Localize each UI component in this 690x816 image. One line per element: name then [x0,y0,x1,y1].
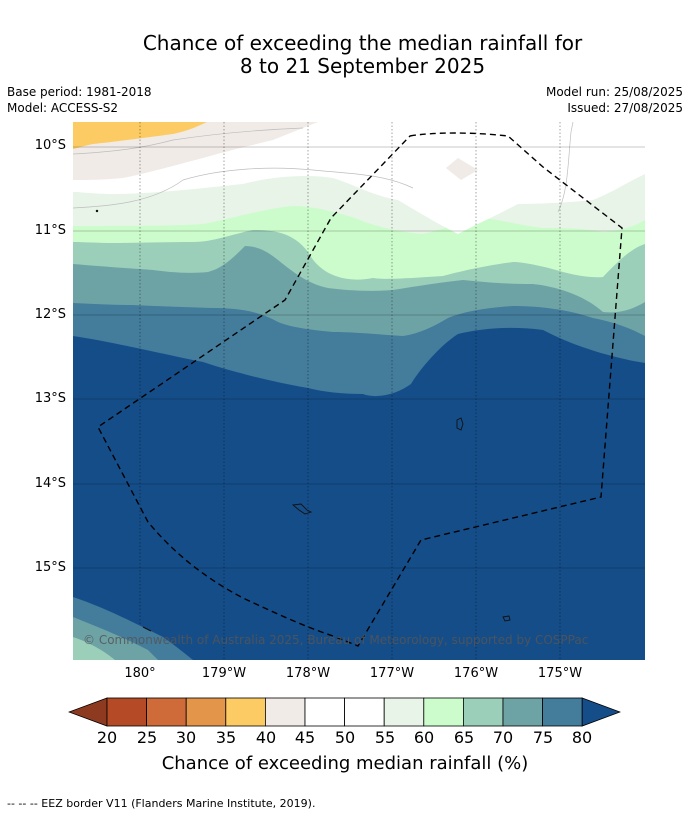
cb-tick-70: 70 [492,728,514,747]
island-1 [456,417,464,431]
cb-tick-60: 60 [413,728,435,747]
colorbar-extend-low [68,697,108,727]
colorbar-swatch-b35_40 [225,697,266,727]
band-35-40 [73,122,207,149]
lon-label-176W: 176°W [453,666,499,681]
cb-tick-20: 20 [96,728,118,747]
colorbar-swatch-b70_75 [502,697,543,727]
contour-line-1 [73,167,414,209]
lat-label-10S: 10°S [34,138,66,153]
colorbar-swatch-b25_30 [146,697,187,727]
island-4 [142,626,152,632]
colorbar-swatch-b20_25 [106,697,147,727]
cb-tick-40: 40 [255,728,277,747]
issued-date: Issued: 27/08/2025 [567,101,683,115]
cb-tick-75: 75 [532,728,554,747]
contour-line-2 [73,127,304,155]
lon-label-179W: 179°W [201,666,247,681]
copyright-notice: © Commonwealth of Australia 2025, Bureau… [83,633,589,647]
colorbar-swatch-b40_45 [264,697,306,727]
lat-label-14S: 14°S [34,476,66,491]
colorbar-swatch-b30_35 [185,697,227,727]
cb-tick-65: 65 [453,728,475,747]
island-dot [95,209,99,213]
cb-tick-35: 35 [215,728,237,747]
lat-label-11S: 11°S [34,223,66,238]
base-period: Base period: 1981-2018 [7,85,152,99]
lat-label-15S: 15°S [34,560,66,575]
colorbar [68,697,621,727]
colorbar-swatch-b50_55 [344,697,385,727]
lat-label-12S: 12°S [34,307,66,322]
colorbar-swatch-b60_65 [423,697,464,727]
eez-footnote: -- -- -- EEZ border V11 (Flanders Marine… [7,797,316,810]
colorbar-swatch-b45_50 [304,697,345,727]
cb-tick-50: 50 [334,728,356,747]
band-40-45-patch [446,158,478,180]
rainfall-map [73,122,645,660]
island-3 [502,615,511,622]
eez-border [97,132,623,647]
colorbar-extend-high [581,697,621,727]
lon-label-178W: 178°W [285,666,331,681]
colorbar-swatch-b55_60 [383,697,425,727]
map-title-line2: 8 to 21 September 2025 [239,54,486,78]
colorbar-label: Chance of exceeding median rainfall (%) [161,753,529,774]
meta-left: Base period: 1981-2018 Model: ACCESS-S2 [7,84,152,116]
lat-label-13S: 13°S [34,391,66,406]
colorbar-swatch-b65_70 [462,697,504,727]
colorbar-swatch-b75_80 [542,697,583,727]
island-2 [291,503,313,515]
model-name: Model: ACCESS-S2 [7,101,119,115]
cb-tick-55: 55 [374,728,396,747]
contour-line-3 [557,122,574,213]
lon-label-180: 180° [124,666,156,681]
meta-right: Model run: 25/08/2025 Issued: 27/08/2025 [546,84,683,116]
lon-label-175W: 175°W [537,666,583,681]
model-run: Model run: 25/08/2025 [545,85,683,99]
cb-tick-45: 45 [294,728,316,747]
cb-tick-25: 25 [136,728,158,747]
sw-band-65-70 [73,637,115,660]
map-title-line1: Chance of exceeding the median rainfall … [142,31,583,55]
cb-tick-80: 80 [571,728,593,747]
lon-label-177W: 177°W [369,666,415,681]
cb-tick-30: 30 [175,728,197,747]
